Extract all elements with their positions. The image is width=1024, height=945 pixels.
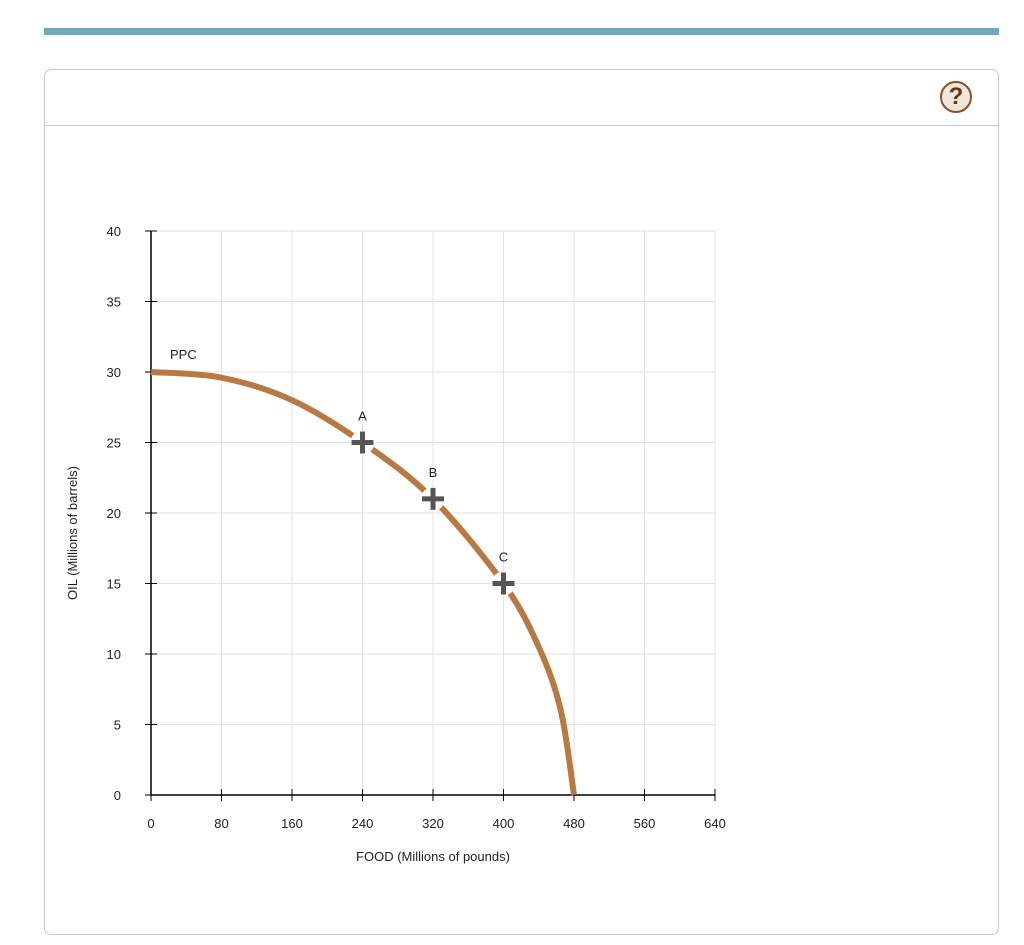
question-mark-icon[interactable]: ? — [940, 81, 972, 113]
x-tick-label: 480 — [563, 816, 585, 831]
x-tick-label: 640 — [704, 816, 726, 831]
x-tick-label: 560 — [634, 816, 656, 831]
x-tick-label: 160 — [281, 816, 303, 831]
y-tick-label: 5 — [114, 718, 121, 733]
y-tick-label: 20 — [107, 506, 121, 521]
accent-bar — [44, 28, 999, 35]
x-axis-label: FOOD (Millions of pounds) — [356, 849, 510, 864]
y-tick-label: 10 — [107, 647, 121, 662]
x-tick-label: 240 — [352, 816, 374, 831]
x-tick-label: 80 — [214, 816, 228, 831]
point-marker-a — [351, 431, 374, 454]
y-axis-label: OIL (Millions of barrels) — [65, 466, 80, 600]
y-tick-label: 0 — [114, 788, 121, 803]
y-tick-label: 15 — [107, 577, 121, 592]
point-label-b: B — [429, 465, 438, 480]
point-label-c: C — [499, 550, 508, 565]
panel-header: ? — [45, 70, 998, 126]
x-tick-label: 320 — [422, 816, 444, 831]
x-tick-label: 0 — [147, 816, 154, 831]
y-tick-label: 30 — [107, 365, 121, 380]
point-marker-c — [492, 572, 515, 595]
y-tick-label: 35 — [107, 295, 121, 310]
y-tick-label: 25 — [107, 436, 121, 451]
question-panel: ? — [44, 69, 999, 935]
point-marker-b — [422, 487, 444, 510]
point-label-a: A — [358, 409, 367, 424]
ppc-label: PPC — [170, 347, 197, 362]
x-tick-label: 400 — [493, 816, 515, 831]
y-tick-label: 40 — [107, 224, 121, 239]
